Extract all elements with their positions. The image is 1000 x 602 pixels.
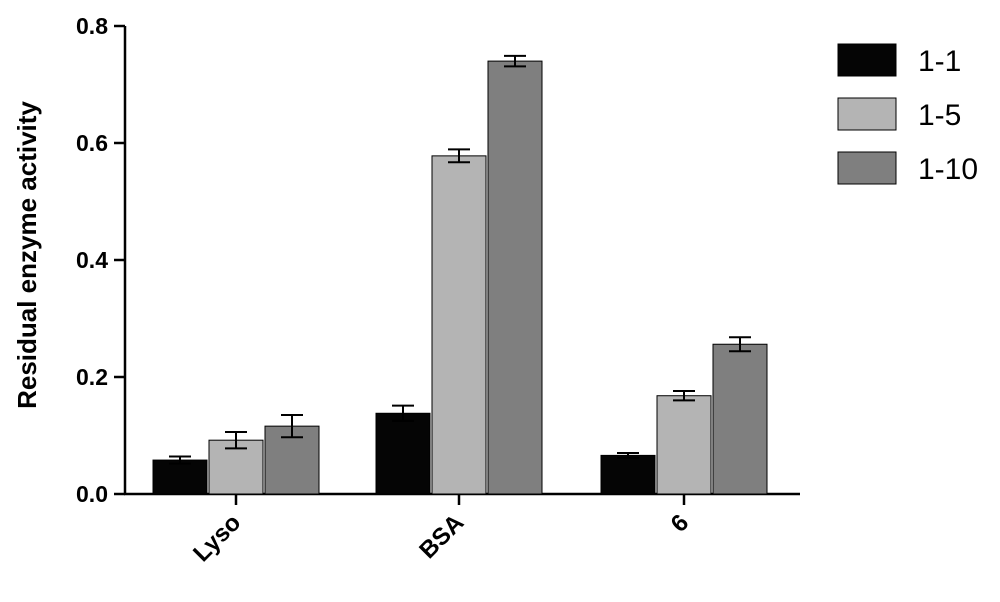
y-tick-label: 0.2 [76, 364, 108, 390]
error-bar [169, 455, 191, 465]
x-tick-label: Lyso [188, 509, 246, 567]
y-ticks: 0.0 0.2 0.4 0.6 0.8 [76, 13, 125, 507]
legend-item-1-1: 1-1 [837, 43, 961, 78]
x-tick-label: BSA [414, 509, 469, 564]
legend: 1-1 1-5 1-10 [837, 43, 978, 186]
legend-item-1-10: 1-10 [837, 151, 978, 186]
bar-6-1-5 [656, 395, 712, 495]
y-tick-label: 0.0 [76, 481, 108, 507]
x-ticks: Lyso BSA 6 [188, 494, 694, 567]
bar-lyso-1-1 [152, 459, 208, 495]
bar-6-1-10 [712, 343, 768, 495]
error-bar [617, 452, 639, 459]
legend-swatch [837, 97, 897, 131]
error-bar [281, 414, 303, 439]
y-tick-label: 0.6 [76, 130, 108, 156]
legend-label: 1-1 [918, 45, 961, 78]
x-tick-label: 6 [666, 509, 695, 538]
bar-bsa-1-1 [375, 412, 431, 495]
legend-swatch [837, 43, 897, 77]
error-bar [448, 148, 470, 164]
legend-item-1-5: 1-5 [837, 97, 961, 132]
error-bar [504, 54, 526, 68]
y-axis-label: Residual enzyme activity [12, 101, 42, 409]
y-tick-label: 0.8 [76, 13, 108, 39]
error-bar [392, 404, 414, 422]
bar-6-1-1 [600, 454, 656, 495]
y-tick-label: 0.4 [76, 247, 108, 273]
error-bar [225, 430, 247, 450]
legend-label: 1-10 [918, 153, 978, 186]
bar-bsa-1-5 [431, 155, 487, 495]
bars [152, 60, 768, 495]
legend-swatch [837, 151, 897, 185]
error-bar [729, 336, 751, 353]
bar-bsa-1-10 [487, 60, 543, 495]
error-bars [169, 54, 751, 465]
legend-label: 1-5 [918, 99, 961, 132]
error-bar [673, 390, 695, 402]
